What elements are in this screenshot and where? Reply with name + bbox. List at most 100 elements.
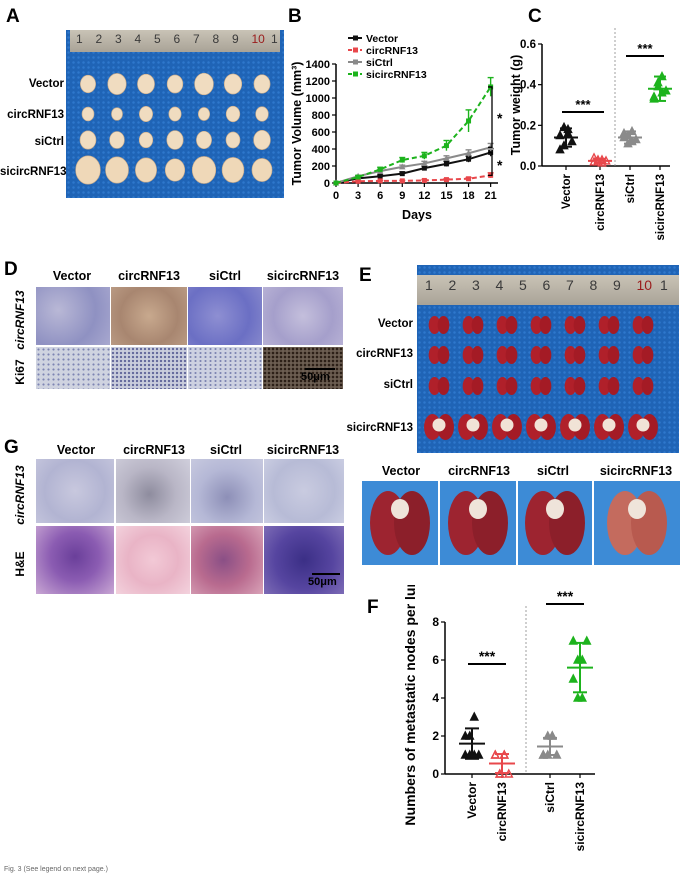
col-label-sicircrnf13-g: sicircRNF13	[266, 443, 340, 457]
lung-lobe	[598, 346, 611, 364]
data-point	[443, 161, 449, 167]
tumor-specimen	[111, 107, 123, 121]
panel-b: B 0 200 400 600 800 1000 1200 1400 0 3 6 9 12 15 18 21 D…	[288, 0, 510, 235]
series-line	[335, 174, 491, 184]
ruler-number: 6	[542, 277, 551, 293]
tumor-specimen	[75, 155, 101, 185]
y-tick-label: 0.6	[520, 39, 536, 51]
ruler-number: 5	[154, 32, 161, 46]
lung-lobe	[573, 377, 586, 395]
he-circrnf13-lung	[116, 526, 190, 594]
tumor-specimen	[107, 73, 127, 95]
ihc-vector-circrnf13	[36, 287, 110, 345]
ruler-number: 10	[251, 32, 265, 46]
y-tick-label: 400	[312, 144, 330, 156]
x-tick-label: Vector	[465, 782, 479, 819]
data-point	[443, 177, 449, 183]
significance-label: ***	[637, 41, 653, 56]
tumor-specimen	[105, 156, 129, 184]
ruler-number: 10	[636, 277, 653, 293]
lung-lobe	[471, 346, 484, 364]
data-point	[399, 157, 405, 163]
lung-lobe	[598, 377, 611, 395]
ruler-number: 5	[519, 277, 527, 293]
data-point	[466, 156, 472, 162]
x-tick-label: sicircRNF13	[573, 782, 587, 852]
tumor-specimen	[109, 131, 125, 149]
y-axis-label: Numbers of metastatic nodes per lung	[402, 585, 418, 826]
ruler-number: 4	[134, 32, 142, 46]
he-sicircrnf13-lung	[264, 526, 344, 594]
panel-label-e: E	[359, 265, 372, 286]
y-tick-label: 0.2	[520, 120, 536, 132]
row-label-sictrl: siCtrl	[34, 136, 64, 148]
tumor-specimen	[225, 131, 241, 149]
x-tick-label: 9	[399, 190, 405, 202]
row-label-vector: Vector	[28, 78, 64, 90]
lung-lobe	[573, 346, 586, 364]
ruler-number: 1	[271, 32, 278, 46]
x-tick-label: Vector	[561, 173, 573, 209]
x-tick-label: circRNF13	[495, 782, 509, 842]
ruler-number: 8	[589, 277, 598, 293]
x-tick-label: 18	[462, 190, 474, 202]
x-tick-label: sicircRNF13	[655, 174, 667, 240]
ruler-number: 9	[232, 32, 239, 46]
significance-label: *	[497, 157, 503, 173]
data-point	[568, 673, 578, 683]
y-tick-label: 8	[432, 615, 439, 629]
data-point	[421, 159, 428, 166]
metastatic-nodule	[602, 418, 616, 432]
y-axis-label: Tumor Volume (mm³)	[290, 62, 304, 186]
tumor-specimen	[137, 73, 155, 95]
lung-row-label-vector: Vector	[377, 318, 413, 330]
data-point	[377, 173, 383, 179]
tumor-specimen	[253, 130, 271, 150]
lung-lobe	[437, 377, 450, 395]
metastatic-nodule	[500, 418, 514, 432]
ihc-sicircrnf13-circrnf13	[263, 287, 343, 345]
zoom-label-circrnf13: circRNF13	[448, 464, 510, 478]
tumor-specimen	[196, 130, 212, 150]
data-point	[399, 178, 405, 184]
series-line	[335, 86, 492, 184]
lung-lobe	[471, 316, 484, 334]
y-tick-label: 0.0	[520, 161, 536, 173]
tumor-specimen	[221, 157, 245, 183]
lung-lobe	[607, 316, 620, 334]
y-tick-label: 1200	[306, 76, 330, 88]
panel-g: G Vector circRNF13 siCtrl sicircRNF13 ci…	[0, 433, 345, 603]
tumor-specimen	[198, 107, 210, 121]
lung-lobe	[564, 346, 577, 364]
tumor-specimen	[164, 158, 186, 182]
ihc-vector-ki67	[36, 347, 110, 389]
lung-lobe	[530, 346, 543, 364]
col-label-circrnf13-g: circRNF13	[123, 443, 185, 457]
data-point	[377, 178, 383, 184]
ruler-number: 3	[115, 32, 122, 46]
data-point	[399, 171, 405, 177]
lung-lobe	[428, 377, 441, 395]
x-tick-label: 21	[485, 190, 497, 202]
legend-marker	[353, 71, 358, 77]
zoom-label-sictrl: siCtrl	[537, 464, 569, 478]
tumor-specimen	[79, 130, 97, 150]
tumor-specimen	[166, 74, 184, 94]
significance-bracket	[488, 86, 493, 148]
lung-lobe	[607, 346, 620, 364]
panel-label-f: F	[367, 597, 379, 618]
y-tick-label: 1400	[306, 59, 330, 71]
lung-lobe	[564, 377, 577, 395]
data-point	[377, 166, 383, 172]
data-point	[399, 163, 406, 170]
ruler-number: 1	[76, 32, 83, 46]
lung-lobe	[530, 377, 543, 395]
ruler-number: 7	[193, 32, 200, 46]
metastatic-nodule	[534, 418, 548, 432]
lung-lobe	[539, 346, 552, 364]
tumor-specimen	[139, 106, 153, 122]
lung-lobe	[496, 346, 509, 364]
lung-lobe	[462, 377, 475, 395]
ruler-number: 7	[566, 277, 574, 293]
legend-marker	[353, 47, 358, 53]
